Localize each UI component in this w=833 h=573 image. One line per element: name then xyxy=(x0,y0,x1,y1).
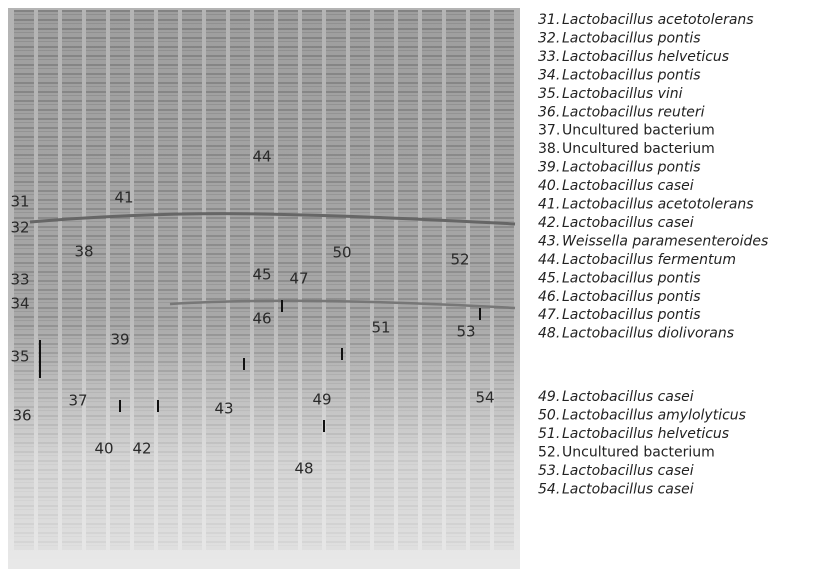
gel-label: 37 xyxy=(68,392,87,410)
legend-number: 36. xyxy=(538,104,560,120)
legend-number: 42. xyxy=(538,215,560,231)
legend-name: Lactobacillus vini xyxy=(562,86,683,102)
legend-name: Weissella paramesenteroides xyxy=(562,233,768,249)
gel-label: 38 xyxy=(74,243,93,261)
legend-name: Lactobacillus casei xyxy=(562,215,694,231)
legend-name: Lactobacillus pontis xyxy=(562,67,701,83)
legend-name: Lactobacillus casei xyxy=(562,463,694,479)
gel-label: 31 xyxy=(10,193,29,211)
gel-label: 35 xyxy=(10,348,29,366)
gel-image xyxy=(8,8,520,569)
legend-name: Lactobacillus amylolyticus xyxy=(562,407,746,423)
legend-number: 52. xyxy=(538,444,560,460)
legend-number: 48. xyxy=(538,326,560,342)
legend-name: Lactobacillus casei xyxy=(562,389,694,405)
legend-number: 43. xyxy=(538,233,560,249)
gel-label: 42 xyxy=(132,440,151,458)
gel-label: 49 xyxy=(312,391,331,409)
legend-number: 54. xyxy=(538,481,560,497)
legend-number: 37. xyxy=(538,123,560,139)
legend-name: Lactobacillus pontis xyxy=(562,160,701,176)
legend-name: Uncultured bacterium xyxy=(562,123,715,139)
gel-label: 53 xyxy=(456,323,475,341)
legend-number: 45. xyxy=(538,270,560,286)
legend-number: 32. xyxy=(538,30,560,46)
gel-label: 40 xyxy=(94,440,113,458)
legend-name: Lactobacillus fermentum xyxy=(562,252,736,268)
gel-label: 39 xyxy=(110,331,129,349)
gel-label: 50 xyxy=(332,244,351,262)
legend-name: Lactobacillus casei xyxy=(562,178,694,194)
legend-name: Lactobacillus diolivorans xyxy=(562,326,734,342)
legend-name: Uncultured bacterium xyxy=(562,444,715,460)
legend-number: 40. xyxy=(538,178,560,194)
gel-label: 54 xyxy=(475,389,494,407)
gel-label: 48 xyxy=(294,460,313,478)
gel-label: 34 xyxy=(10,295,29,313)
legend-number: 31. xyxy=(538,12,560,28)
legend-number: 51. xyxy=(538,426,560,442)
legend-number: 49. xyxy=(538,389,560,405)
gel-label: 41 xyxy=(114,189,133,207)
legend-name: Uncultured bacterium xyxy=(562,141,715,157)
gel-label: 51 xyxy=(371,319,390,337)
legend: 31.Lactobacillus acetotolerans32.Lactoba… xyxy=(538,12,768,497)
gel-label: 32 xyxy=(10,219,29,237)
legend-name: Lactobacillus helveticus xyxy=(562,426,729,442)
legend-number: 46. xyxy=(538,289,560,305)
gel-label: 46 xyxy=(252,310,271,328)
legend-number: 35. xyxy=(538,86,560,102)
gel-label: 47 xyxy=(289,270,308,288)
legend-number: 39. xyxy=(538,160,560,176)
legend-number: 33. xyxy=(538,49,560,65)
legend-number: 47. xyxy=(538,307,560,323)
legend-name: Lactobacillus pontis xyxy=(562,307,701,323)
legend-name: Lactobacillus casei xyxy=(562,481,694,497)
gel-label: 36 xyxy=(12,407,31,425)
legend-name: Lactobacillus pontis xyxy=(562,30,701,46)
legend-number: 38. xyxy=(538,141,560,157)
legend-name: Lactobacillus helveticus xyxy=(562,49,729,65)
legend-name: Lactobacillus pontis xyxy=(562,270,701,286)
legend-number: 53. xyxy=(538,463,560,479)
gel-label: 33 xyxy=(10,271,29,289)
gel-label: 52 xyxy=(450,251,469,269)
legend-number: 50. xyxy=(538,407,560,423)
legend-name: Lactobacillus reuteri xyxy=(562,104,705,120)
gel-fade xyxy=(8,8,520,569)
gel-label: 45 xyxy=(252,266,271,284)
figure: 31 32 33 34 35 36 37 38 39 40 41 42 43 44 45 46 47 48 49 50… xyxy=(0,0,833,569)
legend-number: 34. xyxy=(538,67,560,83)
legend-name: Lactobacillus acetotolerans xyxy=(562,12,754,28)
legend-number: 41. xyxy=(538,197,560,213)
gel-label: 43 xyxy=(214,400,233,418)
legend-name: Lactobacillus acetotolerans xyxy=(562,197,754,213)
gel-label: 44 xyxy=(252,148,271,166)
legend-number: 44. xyxy=(538,252,560,268)
legend-name: Lactobacillus pontis xyxy=(562,289,701,305)
